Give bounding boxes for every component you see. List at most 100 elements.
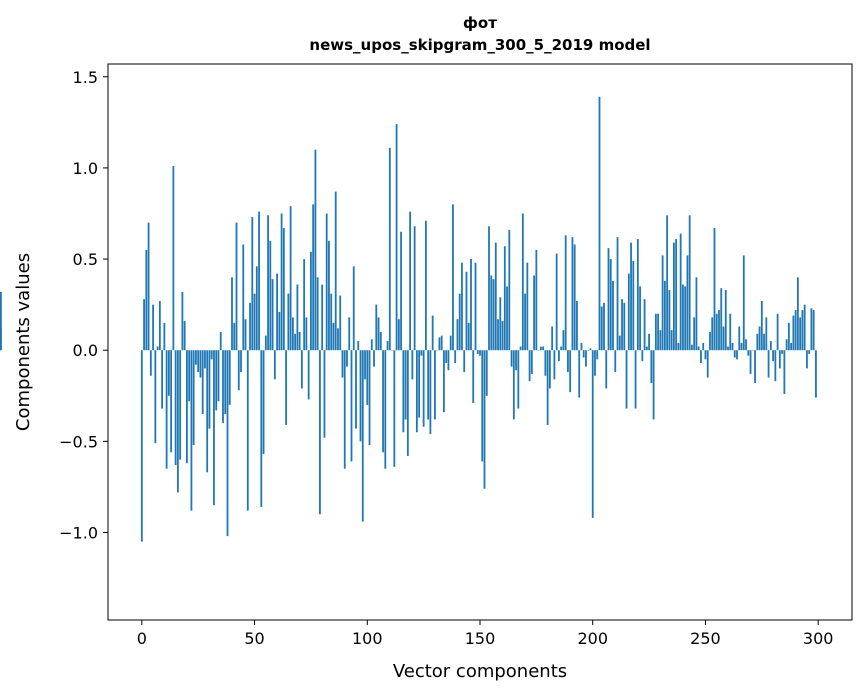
- bar: [222, 350, 224, 423]
- bar: [170, 350, 172, 452]
- bar: [400, 232, 402, 350]
- bar: [188, 350, 190, 401]
- bar: [630, 243, 632, 351]
- bar: [373, 350, 375, 366]
- bar: [790, 343, 792, 350]
- bar: [497, 319, 499, 350]
- bar: [677, 343, 679, 350]
- bar: [533, 275, 535, 350]
- bar: [479, 350, 481, 355]
- bar: [691, 345, 693, 350]
- y-tick-label: 0.0: [73, 341, 98, 360]
- bar: [333, 323, 335, 350]
- bar: [520, 347, 522, 351]
- bar: [504, 246, 506, 350]
- bar: [648, 334, 650, 350]
- bar: [754, 350, 756, 383]
- bar: [369, 350, 371, 445]
- bar: [727, 347, 729, 351]
- bar: [572, 237, 574, 350]
- bar: [283, 228, 285, 350]
- bar: [610, 259, 612, 350]
- bar: [581, 343, 583, 350]
- bar: [702, 343, 704, 350]
- bar: [364, 350, 366, 379]
- bar: [224, 350, 226, 414]
- bar: [423, 350, 425, 427]
- bar: [635, 350, 637, 408]
- bar: [569, 350, 571, 392]
- bar: [745, 339, 747, 350]
- bar: [565, 235, 567, 350]
- bar: [355, 350, 357, 428]
- bar: [495, 243, 497, 351]
- bar: [529, 350, 531, 381]
- bar: [411, 350, 413, 379]
- bar: [220, 332, 222, 350]
- bar: [578, 350, 580, 397]
- bar: [375, 305, 377, 351]
- bar: [714, 228, 716, 350]
- bar: [763, 334, 765, 350]
- bar: [150, 350, 152, 376]
- bar: [459, 294, 461, 351]
- bar: [251, 217, 253, 350]
- bar: [662, 255, 664, 350]
- bar: [245, 319, 247, 350]
- bar: [553, 350, 555, 379]
- bar: [808, 350, 810, 354]
- bar: [788, 323, 790, 350]
- bar: [466, 272, 468, 350]
- bar: [673, 243, 675, 351]
- bar: [305, 317, 307, 350]
- bar: [274, 350, 276, 379]
- bar: [179, 350, 181, 459]
- bar: [556, 254, 558, 351]
- bar: [621, 299, 623, 350]
- bar: [750, 350, 752, 374]
- bar: [549, 350, 551, 388]
- bar: [396, 124, 398, 350]
- bar: [398, 319, 400, 350]
- bar: [472, 350, 474, 403]
- bar: [797, 277, 799, 350]
- bar: [242, 244, 244, 350]
- bar: [229, 350, 231, 405]
- bar: [644, 299, 646, 350]
- bar: [547, 350, 549, 425]
- bar: [454, 350, 456, 363]
- bar: [637, 239, 639, 350]
- bar: [781, 350, 783, 354]
- y-tick-label: 1.0: [73, 159, 98, 178]
- bar: [218, 350, 220, 401]
- bar: [342, 350, 344, 377]
- bar: [544, 350, 546, 376]
- bar: [517, 350, 519, 408]
- bar: [267, 215, 269, 350]
- bar: [723, 327, 725, 351]
- bar: [272, 279, 274, 350]
- bar: [535, 250, 537, 350]
- bar: [614, 350, 616, 372]
- bar: [617, 237, 619, 350]
- bar: [384, 350, 386, 468]
- bar: [522, 213, 524, 350]
- bar: [603, 303, 605, 350]
- bar: [206, 350, 208, 472]
- x-tick-label: 200: [577, 629, 608, 648]
- bar: [705, 350, 707, 359]
- bar: [141, 350, 143, 541]
- bar: [711, 317, 713, 350]
- bar: [756, 334, 758, 350]
- bar: [716, 314, 718, 350]
- bar: [783, 350, 785, 394]
- bar: [734, 350, 736, 357]
- bar: [161, 350, 163, 408]
- bar: [743, 255, 745, 350]
- bar: [657, 314, 659, 350]
- bar: [278, 312, 280, 350]
- bar: [450, 336, 452, 351]
- bar: [558, 350, 560, 361]
- x-tick-label: 0: [137, 629, 147, 648]
